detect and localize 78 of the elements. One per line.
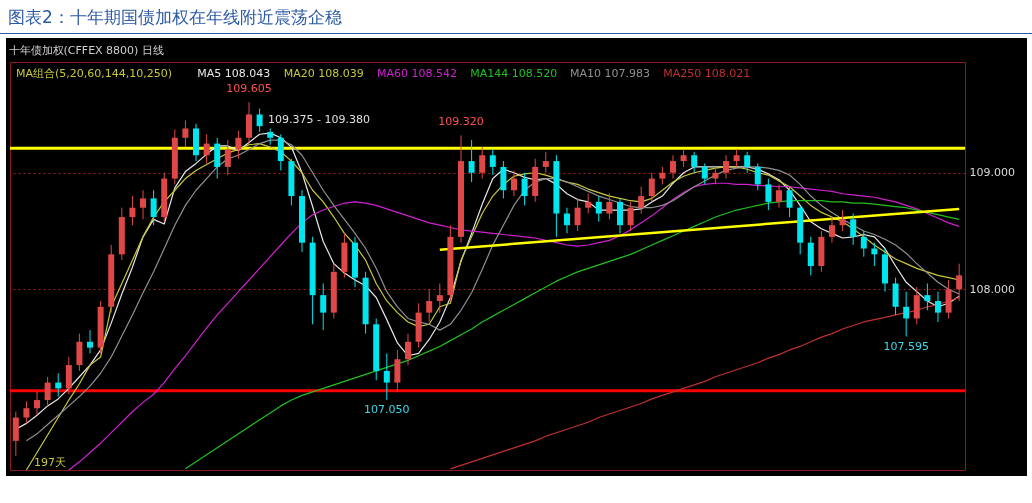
candlestick: [775, 183, 782, 209]
candlestick: [574, 197, 581, 232]
annotation: 197天: [34, 456, 66, 469]
chart-title: 图表2：十年期国债加权在年线附近震荡企稳: [0, 0, 1032, 34]
candlestick: [511, 169, 517, 197]
candlestick: [129, 195, 136, 226]
candlestick: [140, 189, 147, 220]
candlestick: [744, 151, 751, 174]
candlestick: [956, 263, 963, 302]
candlestick: [807, 236, 814, 276]
candlestick: [383, 352, 390, 401]
candlestick: [44, 376, 51, 407]
annotation: 107.595: [883, 339, 929, 353]
candlestick: [669, 154, 676, 180]
candlestick: [426, 288, 433, 323]
candlestick: [860, 230, 867, 258]
text: MA20 108.039: [283, 67, 364, 80]
annotation: 109.320: [438, 115, 484, 129]
candlestick: [246, 101, 253, 145]
candlestick: [850, 213, 857, 246]
candlestick: [436, 282, 443, 314]
text: MA5 108.043: [197, 67, 271, 80]
candlestick: [521, 172, 528, 206]
candlestick: [34, 391, 41, 416]
y-tick-label: 109.000: [969, 166, 1015, 180]
text: MA144 108.520: [470, 67, 558, 80]
y-tick-label: 108.000: [969, 282, 1015, 296]
candlestick: [500, 160, 507, 199]
candlestick: [765, 178, 772, 211]
candlestick: [256, 108, 263, 133]
candlestick: [606, 193, 613, 220]
candlestick: [203, 133, 210, 164]
candlestick: [150, 189, 157, 226]
candlestick: [23, 400, 30, 424]
candlestick: [394, 349, 401, 393]
candlestick: [489, 148, 496, 176]
text: MA60 108.542: [377, 67, 457, 80]
candlestick: [468, 139, 475, 183]
annotation: 107.050: [364, 403, 410, 417]
candlestick: [913, 286, 920, 325]
candlestick: [638, 186, 645, 215]
candlestick: [648, 172, 655, 203]
candlestick: [277, 133, 284, 171]
candlestick: [754, 162, 761, 191]
candlestick: [595, 195, 602, 223]
annotation: 109.375 - 109.380: [268, 113, 370, 126]
candlestick: [924, 282, 931, 311]
candlestick: [892, 277, 899, 316]
candlestick: [839, 209, 846, 232]
candlestick: [542, 151, 549, 174]
candlestick: [934, 291, 941, 323]
candlestick: [945, 279, 952, 319]
candlestick: [691, 151, 698, 174]
text: MA10 107.983: [570, 67, 650, 80]
annotation: 109.605: [226, 82, 272, 96]
candlestick: [585, 193, 592, 215]
candlestick: [786, 186, 793, 218]
candlestick: [722, 154, 729, 180]
candlestick: [479, 146, 486, 180]
candlestick: [182, 119, 189, 148]
candlestick: [224, 139, 231, 176]
candlestick: [405, 333, 411, 366]
candlestick: [235, 130, 242, 160]
candlestick: [903, 291, 910, 338]
candlestick: [564, 207, 570, 234]
candlestick: [65, 356, 72, 395]
candlestick: [616, 197, 623, 234]
candlestick: [87, 329, 94, 354]
candlestick: [828, 216, 835, 244]
candlestick: [76, 333, 83, 372]
legend-title: MA组合(5,20,60,144,10,250): [16, 67, 173, 80]
candlestick: [320, 282, 327, 331]
candlestick: [12, 411, 19, 457]
candlestick: [214, 137, 221, 180]
candlestick: [627, 201, 634, 232]
candlestick: [701, 162, 708, 185]
chart-subtitle: 十年债加权(CFFEX 8800) 日线: [8, 44, 164, 57]
text: MA250 108.021: [663, 67, 751, 80]
